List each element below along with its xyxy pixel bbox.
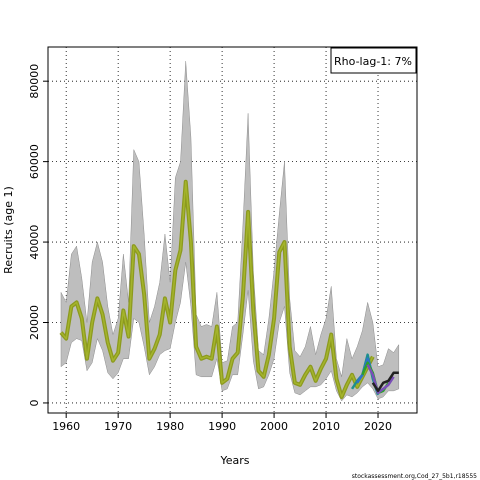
y-tick-label: 40000 [28,225,41,260]
series-lines-layer [59,179,399,399]
y-tick-label: 0 [28,399,41,406]
y-tick-label: 80000 [28,64,41,99]
series-line-retro-4 [366,364,395,395]
y-axis-title: Recruits (age 1) [2,186,15,274]
series-line-retro-5 [371,371,399,393]
x-axis-title: Years [219,454,249,467]
y-axis: 0 20000 40000 60000 80000 [28,64,48,406]
x-tick-label: 2010 [312,420,340,433]
x-tick-label: 2000 [260,420,288,433]
y-tick-label: 60000 [28,144,41,179]
series-line-main-highlight [60,180,374,398]
legend-frame [330,47,417,74]
legend-text: Rho-lag-1: 7% [334,55,412,68]
legend-box: Rho-lag-1: 7% [330,47,417,74]
x-tick-label: 1960 [52,420,80,433]
x-tick-label: 1980 [156,420,184,433]
credit-text: stockassessment.org,Cod_27_5b1,r18555 [352,473,477,480]
x-tick-label: 1970 [104,420,132,433]
x-tick-label: 2020 [364,420,392,433]
x-tick-label: 1990 [208,420,236,433]
plot-frame [47,46,418,414]
x-axis: 1960 1970 1980 1990 2000 2010 2020 [52,413,392,433]
y-tick-label: 20000 [28,305,41,340]
